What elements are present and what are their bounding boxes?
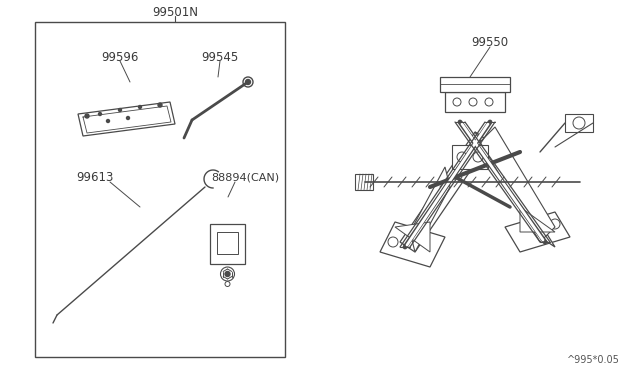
Bar <box>440 77 510 92</box>
Text: 88894(CAN): 88894(CAN) <box>211 172 279 182</box>
Circle shape <box>246 80 250 84</box>
Text: 99613: 99613 <box>76 170 114 183</box>
Polygon shape <box>410 167 450 252</box>
Circle shape <box>457 152 467 162</box>
Circle shape <box>225 272 230 276</box>
Circle shape <box>550 219 560 229</box>
Circle shape <box>118 109 122 112</box>
Circle shape <box>453 98 461 106</box>
Circle shape <box>243 77 253 87</box>
Polygon shape <box>520 207 555 232</box>
Polygon shape <box>400 132 490 252</box>
Circle shape <box>473 152 483 162</box>
Bar <box>35 22 285 357</box>
Bar <box>452 145 488 169</box>
Text: 99501N: 99501N <box>152 6 198 19</box>
Bar <box>355 174 373 190</box>
Text: 99550: 99550 <box>472 35 509 48</box>
Polygon shape <box>78 102 175 136</box>
Polygon shape <box>505 212 570 252</box>
Text: 99545: 99545 <box>202 51 239 64</box>
Circle shape <box>127 116 129 119</box>
Polygon shape <box>380 222 445 267</box>
Bar <box>445 92 505 112</box>
Circle shape <box>99 112 102 115</box>
Bar <box>565 114 593 132</box>
Circle shape <box>388 237 398 247</box>
Bar <box>217 232 238 254</box>
Text: ^995*0.05: ^995*0.05 <box>567 355 620 365</box>
Circle shape <box>106 119 109 122</box>
Circle shape <box>469 98 477 106</box>
Polygon shape <box>395 222 430 252</box>
Circle shape <box>485 98 493 106</box>
Text: 99596: 99596 <box>101 51 139 64</box>
Circle shape <box>138 106 141 109</box>
Circle shape <box>85 114 89 118</box>
Bar <box>210 224 245 264</box>
Circle shape <box>221 267 234 281</box>
Polygon shape <box>475 132 555 247</box>
Circle shape <box>573 117 585 129</box>
Polygon shape <box>480 127 555 242</box>
Circle shape <box>225 282 230 286</box>
Circle shape <box>158 103 162 107</box>
